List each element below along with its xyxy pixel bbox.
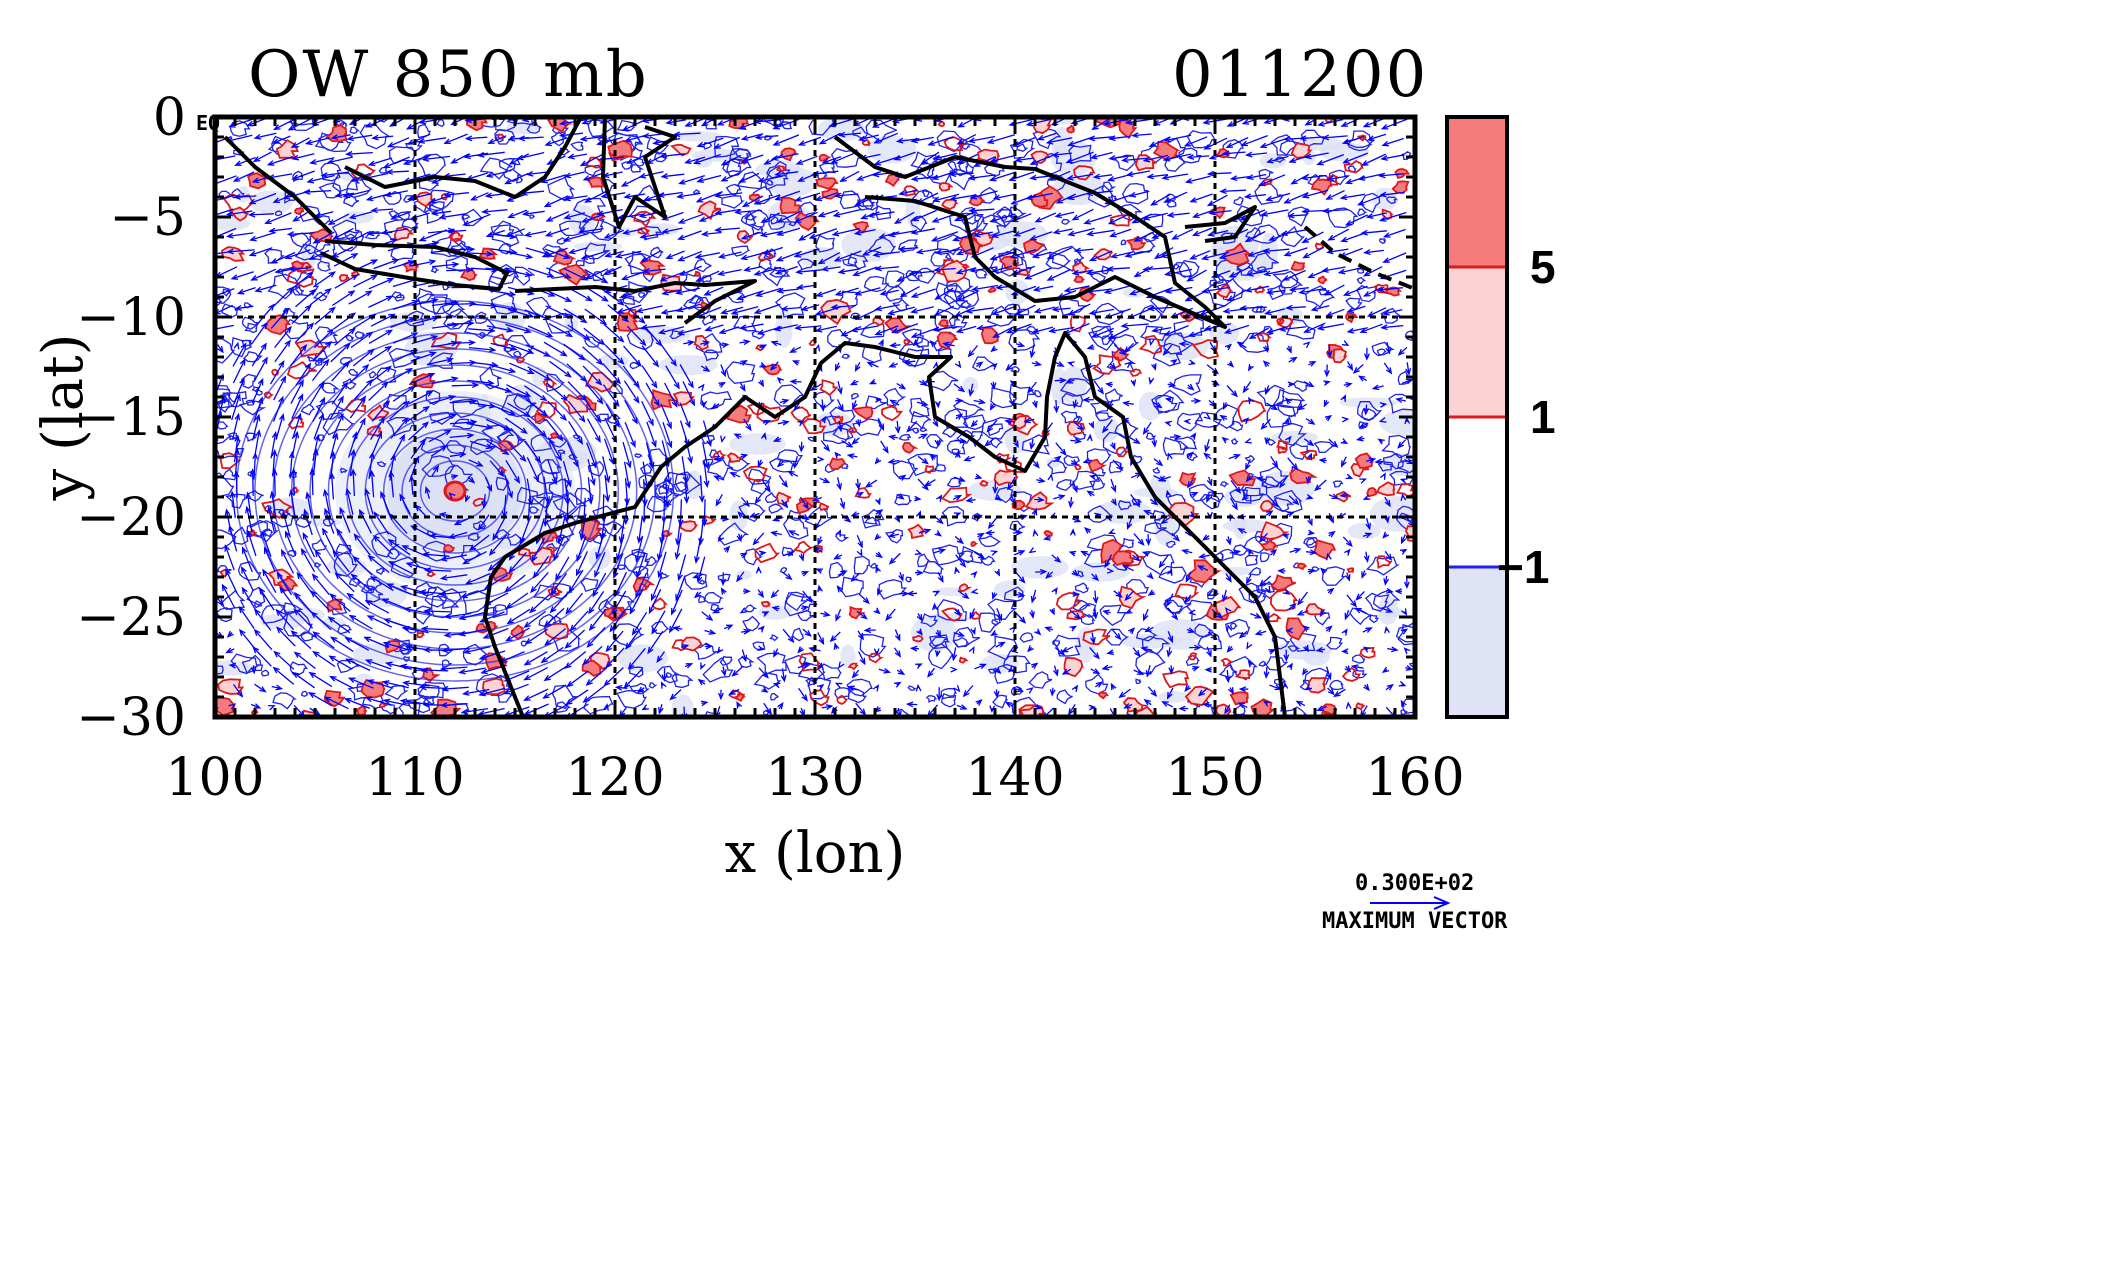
graticule [215,117,1415,717]
y-tick-labels: 0 −5 −10 −15 −20 −25 −30 [76,88,186,748]
x-tick-labels: 100 110 120 130 140 150 160 [165,748,1464,808]
x-tick-150: 150 [1165,748,1264,808]
x-axis-label: x (lon) [725,821,906,886]
vector-legend-label: MAXIMUM VECTOR [1322,909,1508,934]
vector-legend-magnitude: 0.300E+02 [1355,871,1474,896]
y-axis-label: y (lat) [31,334,96,502]
colorbar-segment-negative [1447,567,1507,717]
colorbar-segment-mid [1447,267,1507,417]
y-tick-0: 0 [153,88,186,148]
y-tick-3: −15 [76,388,186,448]
equator-label: EQ [196,111,220,135]
x-tick-100: 100 [165,748,264,808]
y-tick-1: −5 [109,188,186,248]
minor-ticks [213,115,1417,719]
y-tick-6: −30 [76,688,186,748]
colorbar-label-5: 5 [1530,241,1556,293]
coastline-layer [223,117,1415,717]
colorbar: 5 1 −1 [1445,115,1556,719]
coast-borneo-south [344,117,583,199]
coast-sulawesi [601,117,677,229]
colorbar-label-1: 1 [1530,391,1556,443]
x-tick-140: 140 [965,748,1064,808]
wind-vector-layer [215,117,1415,717]
x-tick-110: 110 [365,748,464,808]
coast-new-guinea [833,135,1227,329]
x-tick-160: 160 [1365,748,1464,808]
colorbar-segment-high [1447,117,1507,267]
plot-title-right: 011200 [1172,38,1429,112]
vector-legend: 0.300E+02 MAXIMUM VECTOR [1322,871,1508,934]
y-tick-2: −10 [76,288,186,348]
coast-new-britain [1184,205,1257,243]
colorbar-segment-zero [1447,417,1507,567]
plot-title-left: OW 850 mb [248,38,649,112]
cyclone-eye [443,480,467,502]
y-tick-5: −25 [76,588,186,648]
plot-area: EQ [196,111,1418,720]
coast-sumatra [223,135,333,235]
coast-lesser-sundas [514,279,757,325]
coast-australia [483,331,1415,717]
y-tick-4: −20 [76,488,186,548]
x-tick-130: 130 [765,748,864,808]
colorbar-label-neg1: −1 [1497,541,1549,593]
x-tick-120: 120 [565,748,664,808]
contour-layer [215,117,1415,717]
coast-java [320,239,509,291]
